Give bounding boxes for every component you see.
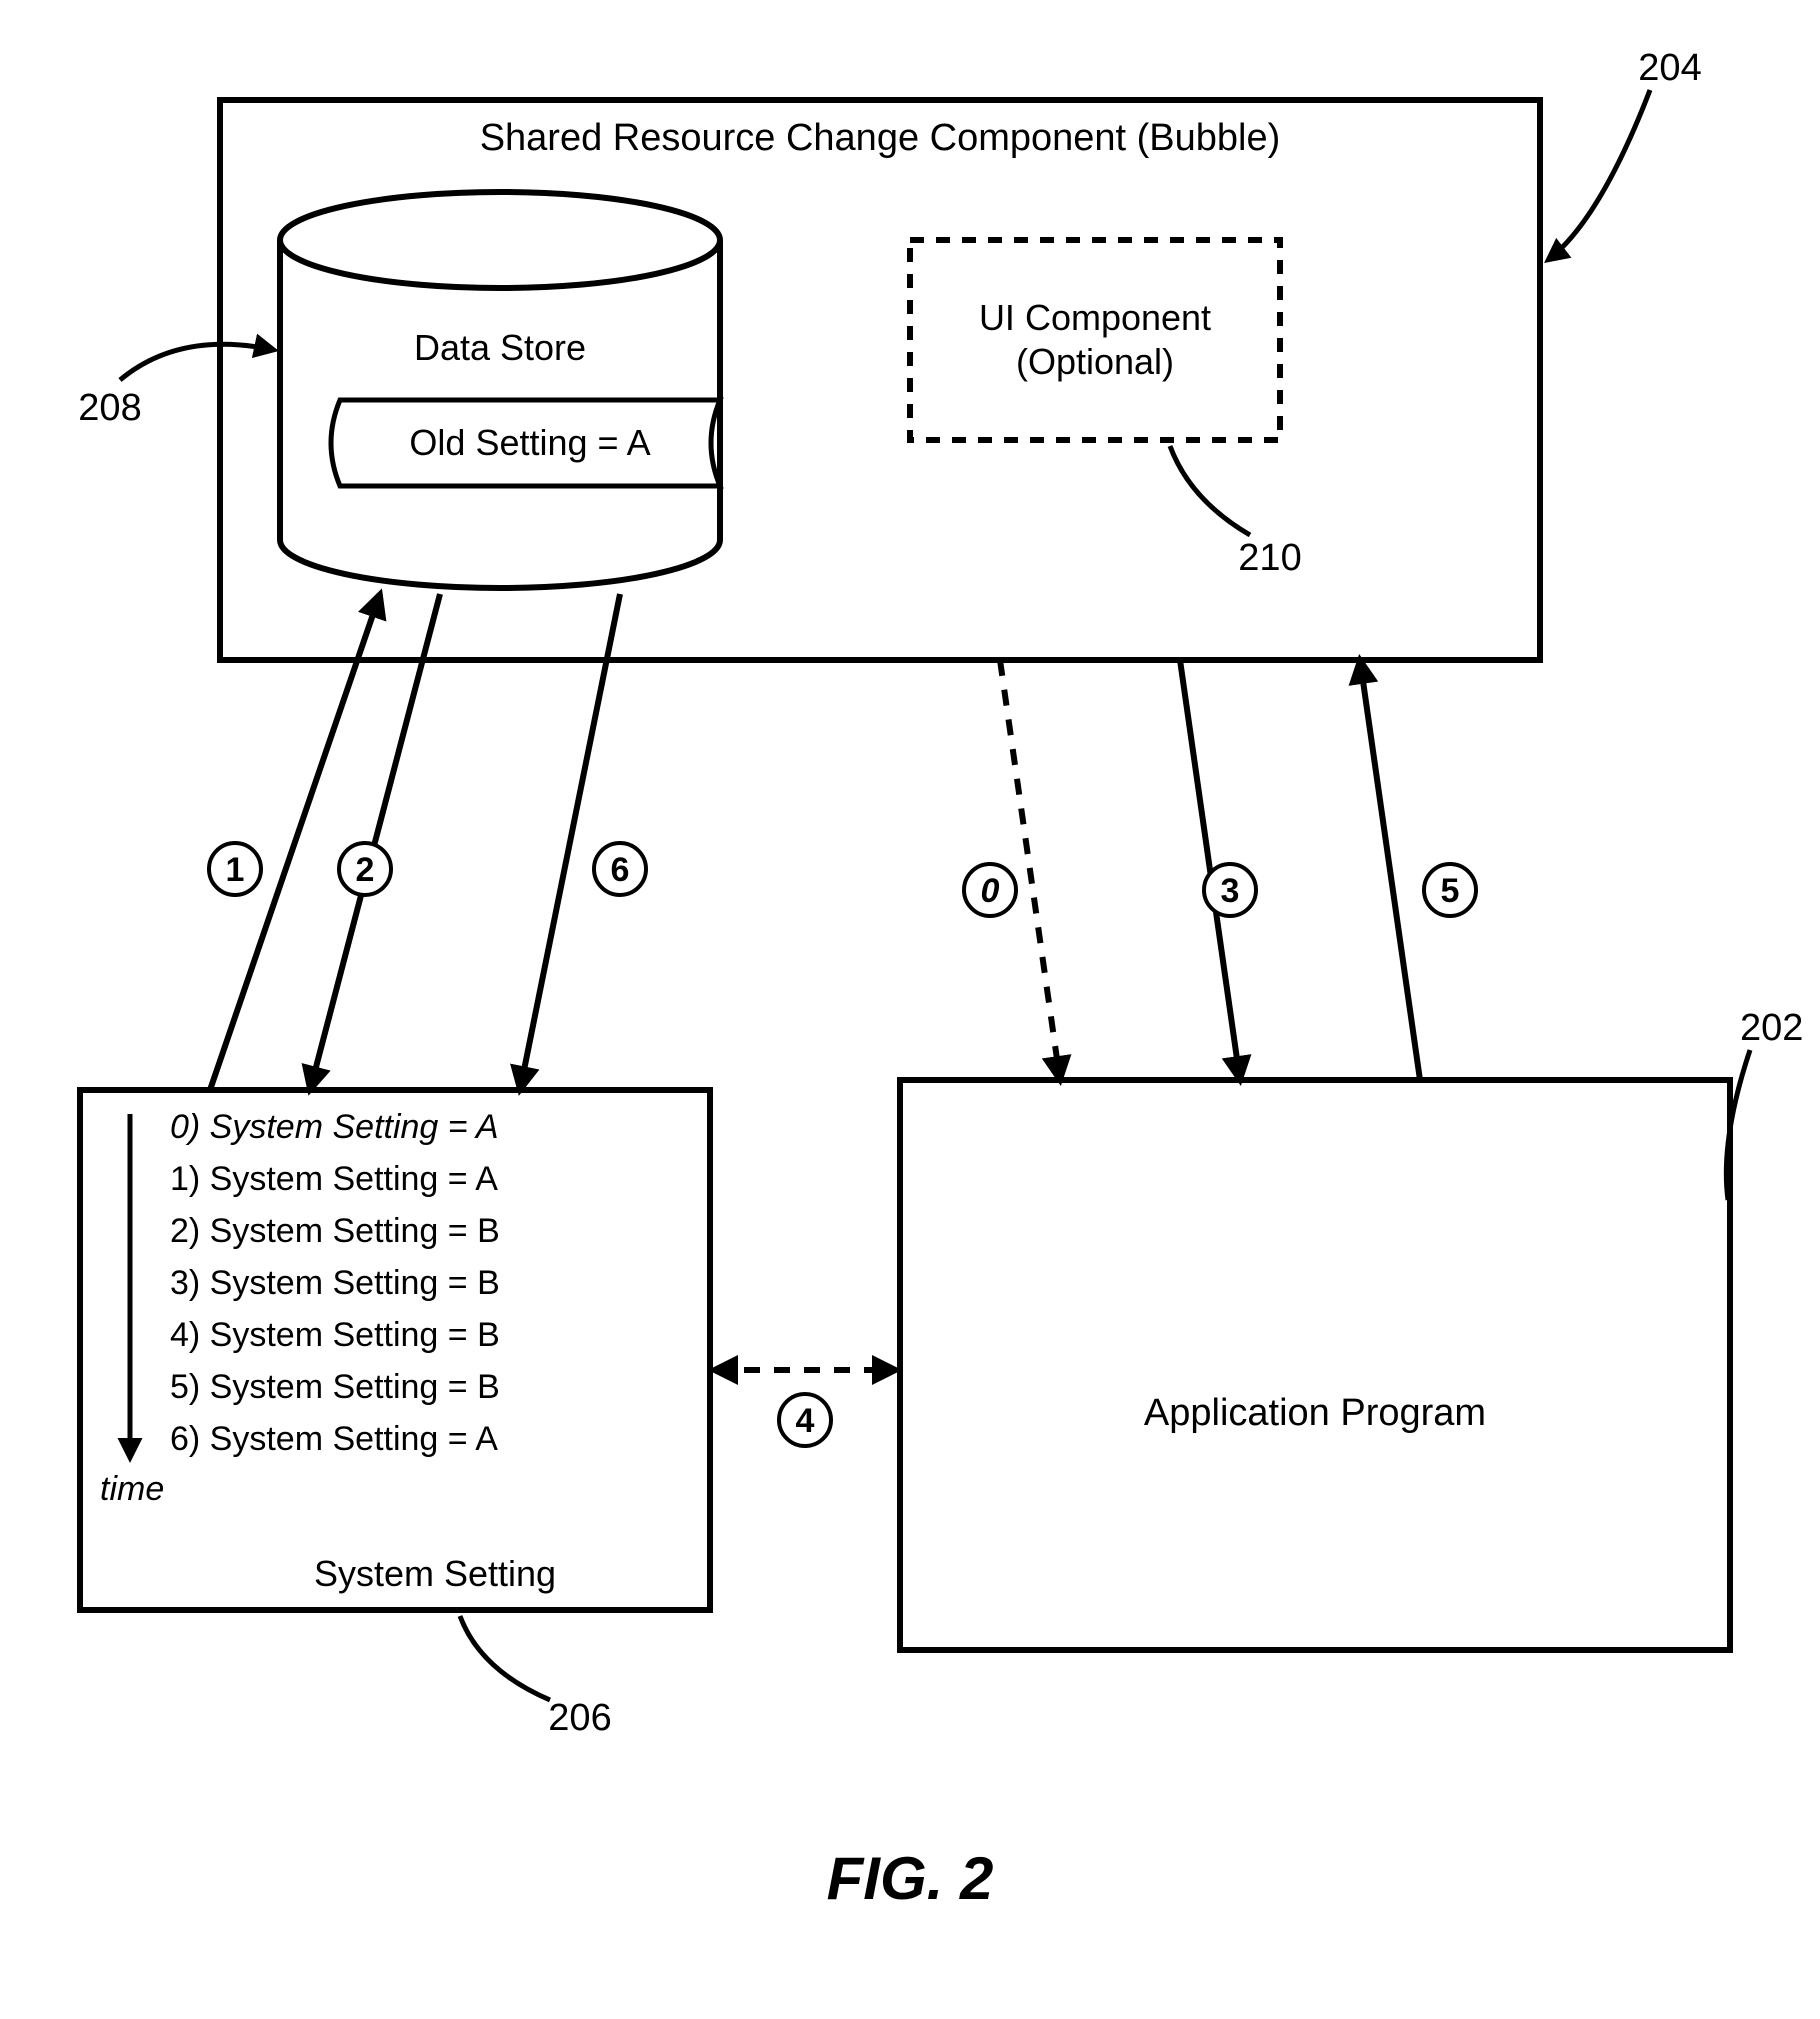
ref-202: 202 <box>1740 1007 1803 1049</box>
system-setting-title: System Setting <box>314 1553 556 1594</box>
ref-208: 208 <box>78 387 141 429</box>
ui-component-line1: UI Component <box>979 297 1211 338</box>
ui-component-line2: (Optional) <box>1016 341 1174 382</box>
ref-204: 204 <box>1638 47 1701 89</box>
arrow-label: 6 <box>611 851 630 889</box>
data-store-title: Data Store <box>414 327 586 368</box>
system-setting-line: 1) System Setting = A <box>170 1160 498 1198</box>
system-setting-line: 2) System Setting = B <box>170 1212 500 1250</box>
figure-caption: FIG. 2 <box>827 1845 994 1912</box>
arrow-label: 0 <box>981 872 1000 910</box>
system-setting-line: 6) System Setting = A <box>170 1420 498 1458</box>
arrow-label: 4 <box>796 1402 815 1440</box>
top-box-title: Shared Resource Change Component (Bubble… <box>480 117 1281 159</box>
old-setting-label: Old Setting = A <box>409 422 650 463</box>
system-setting-line: 0) System Setting = A <box>170 1108 499 1146</box>
arrow-label: 3 <box>1221 872 1240 910</box>
app-program-title: Application Program <box>1144 1392 1486 1434</box>
arrow-label: 2 <box>356 851 375 889</box>
ref-206: 206 <box>548 1697 611 1739</box>
arrow-label: 5 <box>1441 872 1460 910</box>
arrow-label: 1 <box>226 851 245 889</box>
time-label: time <box>100 1470 164 1508</box>
system-setting-line: 5) System Setting = B <box>170 1368 500 1406</box>
ref-210: 210 <box>1238 537 1301 579</box>
system-setting-line: 3) System Setting = B <box>170 1264 500 1302</box>
system-setting-line: 4) System Setting = B <box>170 1316 500 1354</box>
